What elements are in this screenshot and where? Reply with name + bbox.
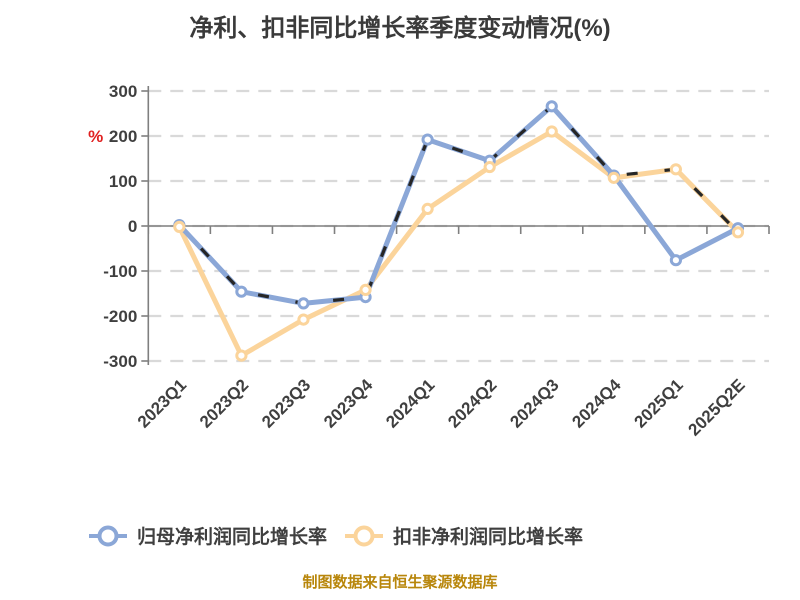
x-tick-label: 2023Q2 [196,375,252,431]
chart-title: 净利、扣非同比增长率季度变动情况(%) [189,15,611,42]
data-source-footer: 制图数据来自恒生聚源数据库 [302,574,498,591]
legend-label: 扣非净利润同比增长率 [393,527,584,548]
x-tick-label: 2024Q4 [568,375,625,432]
y-tick-label: 100 [109,172,137,191]
data-point-marker-non-gaap [483,160,496,174]
x-tick-label: 2023Q3 [258,375,314,431]
y-unit-label: % [88,127,103,146]
x-tick-label: 2025Q1 [631,375,687,431]
data-point-marker-parent [421,133,434,146]
data-point-marker-non-gaap [173,220,186,233]
data-point-marker-non-gaap [359,283,372,296]
y-tick-label: -100 [103,262,137,281]
data-point-marker-parent [297,297,310,310]
data-point-marker-non-gaap [235,349,248,362]
overlay-dashed-line [178,104,740,305]
legend-label: 归母净利润同比增长率 [137,527,328,548]
data-point-marker-non-gaap [545,125,558,138]
data-point-marker-parent [545,100,558,113]
data-point-marker-parent [669,254,682,267]
y-tick-label: 0 [128,217,137,236]
y-tick-label: 300 [109,82,137,101]
x-tick-label: 2025Q2E [685,375,749,439]
data-point-marker-parent [235,285,248,298]
legend-line-circle-icon [89,525,127,546]
legend: 归母净利润同比增长率 扣非净利润同比增长率 [88,522,583,549]
data-point-marker-non-gaap [669,163,682,176]
data-point-marker-non-gaap [421,202,434,215]
legend-item-parent-net-profit-yoy: 归母净利润同比增长率 [88,522,327,549]
data-point-marker-non-gaap [297,313,310,326]
data-point-marker-non-gaap [607,171,620,184]
x-tick-label: 2024Q3 [506,375,562,431]
x-tick-label: 2024Q1 [382,375,438,431]
series-line-non-gaap-yoy [176,129,741,359]
data-point-marker-non-gaap [731,226,745,239]
x-tick-label: 2024Q2 [444,375,500,431]
legend-item-non-gaap-net-profit-yoy: 扣非净利润同比增长率 [344,522,583,549]
y-tick-label: -200 [103,307,137,326]
y-tick-label: -300 [103,352,137,371]
y-tick-label: 200 [109,127,137,146]
x-tick-label: 2023Q4 [320,375,377,432]
legend-line-circle-icon [345,525,384,546]
x-tick-label: 2023Q1 [134,375,190,431]
